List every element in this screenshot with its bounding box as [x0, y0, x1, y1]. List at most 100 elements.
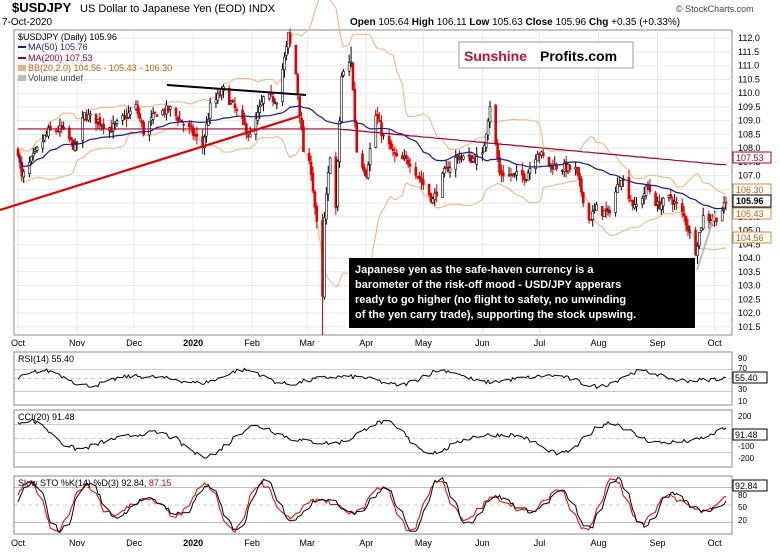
candle-body: [69, 137, 73, 141]
month-label: 2020: [183, 538, 203, 548]
candle-body: [35, 146, 39, 151]
svg-text:70: 70: [738, 364, 747, 373]
price-tags: 107.53 106.30 105.96 105.43 104.56: [732, 151, 772, 244]
y-tick-label: 109.5: [738, 102, 761, 112]
support-trendline: [0, 114, 301, 212]
candle-body: [366, 164, 370, 179]
svg-text:10: 10: [738, 397, 747, 406]
candle-body: [281, 69, 284, 103]
candle-body: [701, 215, 705, 230]
moving-averages: [17, 105, 727, 210]
candle-body: [688, 230, 692, 233]
candle-body: [608, 210, 612, 214]
month-label: Jun: [475, 338, 490, 348]
candle-body: [680, 203, 684, 213]
candle-body: [462, 155, 465, 160]
candle-body: [699, 227, 703, 231]
candle-body: [60, 125, 64, 128]
month-label: Sep: [649, 538, 665, 548]
tag-bb-mid: 105.43: [736, 209, 764, 219]
candle-body: [43, 135, 46, 141]
candle-body: [698, 232, 701, 246]
rsi-line: [17, 367, 727, 389]
candle-body: [342, 71, 345, 76]
candle-body: [207, 119, 210, 126]
legend-ma200: MA(200) 107.53: [28, 53, 93, 63]
y-tick-label: 103.0: [738, 281, 761, 291]
candle-body: [484, 133, 488, 148]
candle-body: [189, 125, 193, 128]
legend-main: $USDJPY (Daily) 105.96: [18, 32, 117, 42]
candle-body: [294, 44, 298, 75]
candle-body: [404, 155, 408, 160]
svg-text:-200: -200: [738, 454, 755, 463]
candle-body: [20, 161, 24, 177]
candle-body: [536, 154, 539, 162]
candle-body: [498, 156, 501, 173]
candle-body: [661, 197, 665, 207]
candle-body: [378, 120, 381, 122]
y-tick-label: 107.0: [738, 171, 761, 181]
month-label: Apr: [359, 538, 373, 548]
candle-body: [285, 46, 288, 56]
candle-body: [31, 152, 35, 157]
candle-body: [94, 113, 98, 124]
svg-text:Profits.com: Profits.com: [540, 48, 617, 64]
candle-body: [482, 145, 486, 153]
candle-body: [580, 178, 583, 193]
svg-text:200: 200: [738, 412, 752, 421]
annotation-box: Japanese yen as the safe-haven currency …: [349, 210, 717, 328]
legend-bb: BB(20,2.0) 104.56 - 105.43 - 106.30: [28, 63, 172, 73]
candle-body: [395, 153, 399, 157]
month-label: Dec: [126, 538, 143, 548]
month-label: Sep: [649, 338, 665, 348]
candle-body: [111, 123, 115, 132]
annotation-line-1: Japanese yen as the safe-haven currency …: [355, 264, 594, 276]
candle-body: [128, 110, 132, 115]
candle-body: [174, 107, 178, 116]
month-label: May: [415, 338, 433, 348]
candle-body: [418, 175, 421, 179]
candle-body: [368, 148, 372, 165]
candle-body: [41, 141, 45, 149]
svg-text:50: 50: [738, 503, 747, 512]
candle-body: [648, 185, 652, 192]
candle-body: [441, 172, 444, 198]
candle-body: [47, 127, 50, 137]
candle-body: [640, 198, 644, 205]
x-axis-months: Oct Nov Dec 2020 Feb Mar Apr May Jun Jul Aug Sep Oct: [11, 338, 722, 348]
copyright: © StockCharts.com: [676, 4, 754, 14]
cci-series: [14, 418, 732, 459]
cci-tag: 91.48: [735, 430, 758, 440]
cci-axis: 200 -100 -200: [738, 412, 755, 463]
month-label: Oct: [708, 538, 723, 548]
candle-body: [481, 152, 484, 155]
candle-body: [682, 212, 686, 217]
candle-body: [102, 123, 105, 129]
ma200-line: [18, 128, 726, 166]
candle-body: [243, 117, 246, 125]
candle-body: [602, 210, 606, 217]
symbol-description: US Dollar to Japanese Yen (EOD) INDX: [80, 3, 276, 15]
candle-body: [340, 76, 343, 122]
candle-body: [443, 167, 446, 174]
candle-body: [387, 136, 391, 145]
candle-body: [22, 171, 26, 178]
legend-volume: Volume undef: [28, 73, 84, 83]
candle-body: [323, 217, 326, 298]
candle-body: [522, 173, 526, 181]
candle-body: [521, 169, 524, 176]
annotation-line-4: of the yen carry trade), supporting the …: [355, 309, 636, 321]
candle-body: [578, 172, 581, 181]
y-tick-label: 103.5: [738, 267, 761, 277]
candle-body: [300, 117, 303, 129]
symbol-title: $USDJPY: [12, 0, 72, 15]
x-axis-months-bottom: Oct Nov Dec 2020 Feb Mar Apr May Jun Jul Aug Sep Oct: [11, 538, 722, 548]
candle-body: [153, 111, 157, 114]
candle-body: [248, 133, 252, 138]
candle-body: [355, 122, 359, 153]
candle-body: [541, 152, 545, 157]
candle-body: [496, 143, 499, 159]
header-date: 7-Oct-2020: [2, 17, 52, 28]
